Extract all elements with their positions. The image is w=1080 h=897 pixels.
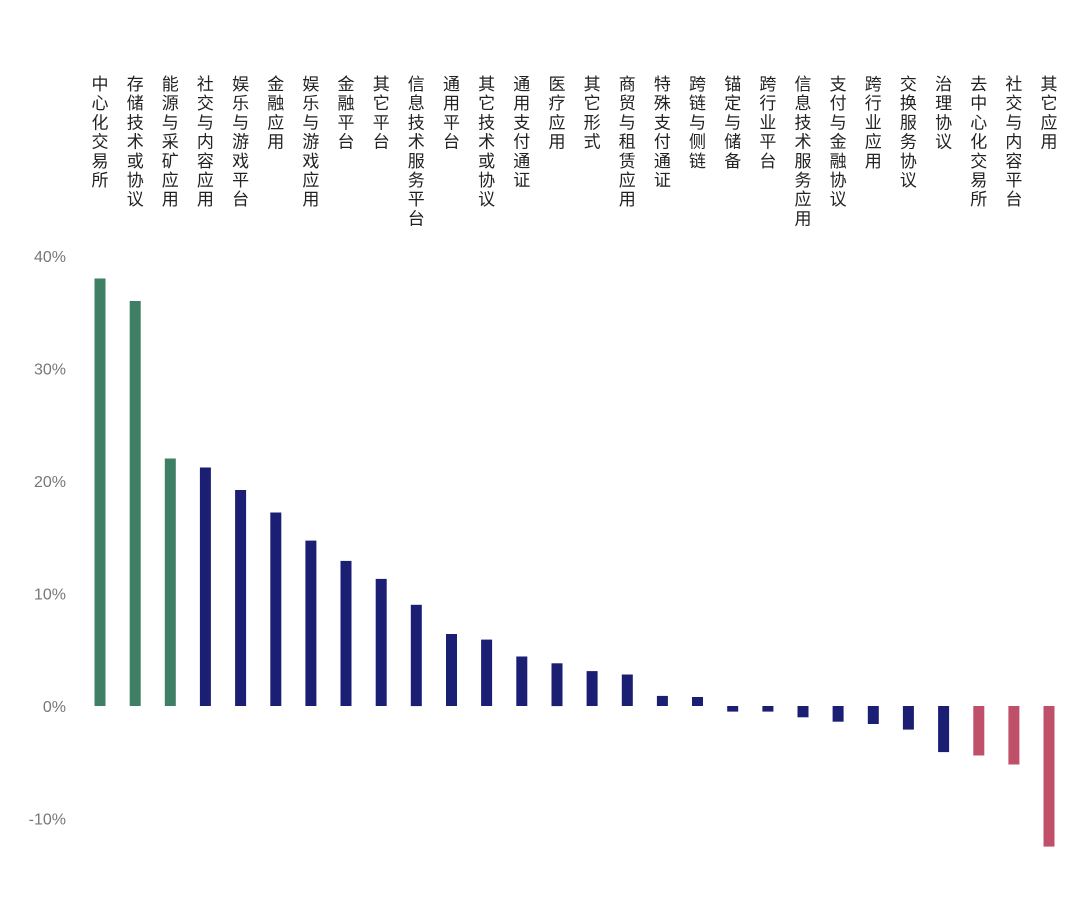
bar (692, 697, 703, 706)
category-label: 信息技术服务应用 (795, 75, 812, 229)
bar (410, 604, 422, 707)
category-label: 其它技术或协议 (478, 75, 495, 210)
bar (1008, 706, 1020, 765)
y-tick-label: -10% (29, 812, 66, 829)
bar (94, 278, 106, 706)
category-label: 通用平台 (443, 75, 460, 153)
category-label: 存储技术或协议 (127, 75, 144, 210)
category-label: 其它应用 (1041, 75, 1058, 153)
category-label: 金融平台 (338, 75, 355, 153)
category-label: 能源与采矿应用 (162, 75, 179, 210)
bar (199, 467, 211, 706)
category-label: 社交与内容应用 (197, 75, 214, 210)
bar (1043, 706, 1055, 847)
bar (551, 663, 563, 707)
category-label: 娱乐与游戏平台 (232, 75, 249, 210)
bar (446, 634, 457, 706)
bar (832, 706, 844, 722)
category-label: 社交与内容平台 (1005, 75, 1022, 210)
category-label: 娱乐与游戏应用 (302, 75, 319, 210)
category-label: 信息技术服务平台 (408, 75, 425, 229)
bar (621, 674, 633, 706)
bars (94, 278, 1055, 847)
bar (902, 706, 914, 730)
category-label: 治理协议 (935, 75, 952, 153)
bar (375, 578, 387, 706)
bar (270, 512, 282, 706)
bar (235, 490, 247, 706)
bar (656, 695, 668, 706)
category-label: 金融应用 (267, 75, 284, 153)
bar (340, 560, 352, 706)
bar (938, 706, 950, 753)
category-label: 其它平台 (373, 75, 390, 153)
y-tick-label: 30% (34, 362, 66, 379)
y-tick-label: 10% (34, 587, 66, 604)
category-label: 支付与金融协议 (830, 75, 847, 210)
bar (867, 706, 879, 724)
bar (516, 656, 528, 706)
category-label: 特殊支付通证 (654, 75, 671, 191)
bar (305, 540, 317, 706)
y-axis-ticks: 40% 30% 20% 10% 0% -10% (29, 249, 66, 829)
category-label: 通用支付通证 (513, 75, 530, 191)
bar (481, 639, 493, 706)
category-label: 跨行业应用 (865, 75, 882, 172)
category-label: 商贸与租赁应用 (619, 75, 636, 210)
category-label: 锚定与储备 (724, 75, 741, 172)
bar (727, 706, 739, 712)
category-label: 跨链与侧链 (689, 75, 706, 172)
category-labels: 中心化交易所 存储技术或协议 能源与采矿应用 社交与内容应用 娱乐与游戏平台 金融应用 娱乐… (92, 75, 1058, 229)
category-label: 其它形式 (584, 75, 601, 153)
bar (164, 458, 176, 706)
category-label: 跨行业平台 (759, 75, 776, 172)
category-label: 交换服务协议 (900, 75, 917, 191)
bar (762, 706, 774, 712)
y-tick-label: 20% (34, 474, 66, 491)
category-label: 中心化交易所 (92, 75, 109, 191)
bar (797, 706, 809, 718)
y-tick-label: 40% (34, 249, 66, 266)
bar (586, 671, 598, 706)
category-label: 医疗应用 (549, 75, 566, 153)
bar (973, 706, 985, 756)
category-label: 去中心化交易所 (970, 75, 987, 210)
bar (129, 301, 141, 706)
y-tick-label: 0% (43, 699, 66, 716)
